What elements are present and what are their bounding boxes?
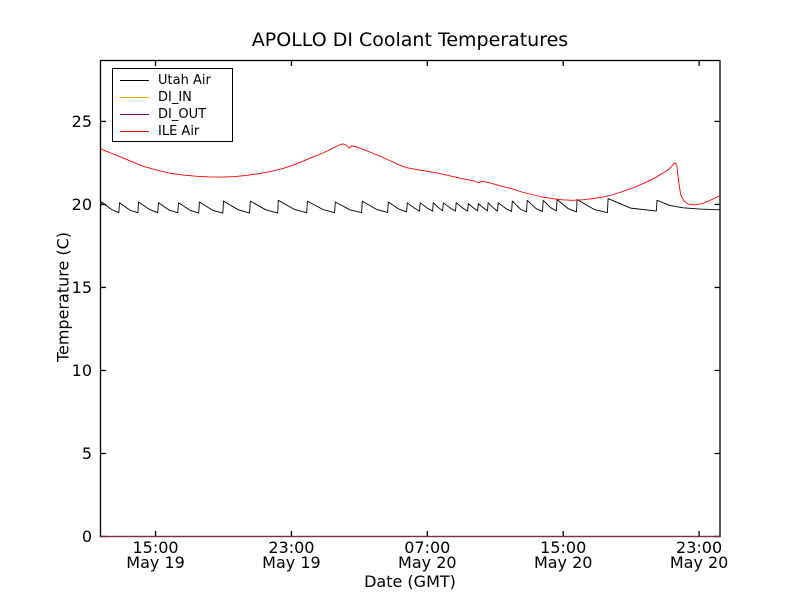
y-tick-label: 10 — [71, 360, 92, 380]
y-tick-label: 0 — [81, 527, 92, 546]
legend-item-di-out: DI_OUT — [113, 106, 232, 123]
legend-label-di-out: DI_OUT — [158, 107, 207, 122]
line-utah-air — [100, 198, 721, 214]
y-axis-label: Temperature (C) — [53, 231, 73, 363]
legend-item-di-in: DI_IN — [113, 89, 232, 106]
x-tick-date: May 19 — [126, 552, 185, 572]
x-tick-label: 15:00 May 20 — [493, 538, 633, 572]
x-tick-label: 07:00 May 20 — [357, 538, 497, 572]
x-tick-date: May 20 — [533, 552, 593, 572]
legend-label-di-in: DI_IN — [158, 90, 192, 105]
x-axis-label: Date (GMT) — [364, 572, 456, 591]
legend-swatch-di-in — [120, 97, 149, 98]
x-tick-label: 23:00 May 20 — [629, 538, 769, 572]
x-tick-time: 23:00 — [676, 538, 723, 557]
y-tick-label: 25 — [71, 111, 92, 131]
legend: Utah Air DI_IN DI_OUT ILE Air — [112, 68, 233, 142]
line-ile-air — [100, 143, 721, 206]
legend-swatch-di-out — [120, 114, 149, 115]
y-tick-label: 15 — [71, 277, 92, 297]
x-tick-date: May 20 — [398, 552, 457, 572]
legend-item-ile-air: ILE Air — [113, 123, 232, 140]
x-tick-time: 07:00 — [404, 538, 451, 557]
x-tick-time: 15:00 — [132, 538, 179, 557]
x-tick-date: May 20 — [669, 552, 729, 572]
legend-swatch-utah-air — [120, 80, 149, 81]
x-tick-label: 15:00 May 19 — [86, 538, 226, 572]
x-tick-time: 23:00 — [268, 538, 315, 557]
legend-label-ile-air: ILE Air — [158, 124, 200, 139]
legend-swatch-ile-air — [120, 131, 149, 132]
legend-label-utah-air: Utah Air — [158, 73, 211, 88]
chart-title: APOLLO DI Coolant Temperatures — [251, 29, 569, 51]
y-tick-label: 5 — [81, 443, 92, 463]
y-tick-label: 20 — [71, 194, 92, 214]
x-tick-time: 15:00 — [540, 538, 587, 557]
x-tick-label: 23:00 May 19 — [221, 538, 361, 572]
legend-item-utah-air: Utah Air — [113, 72, 232, 89]
x-tick-date: May 19 — [262, 552, 321, 572]
